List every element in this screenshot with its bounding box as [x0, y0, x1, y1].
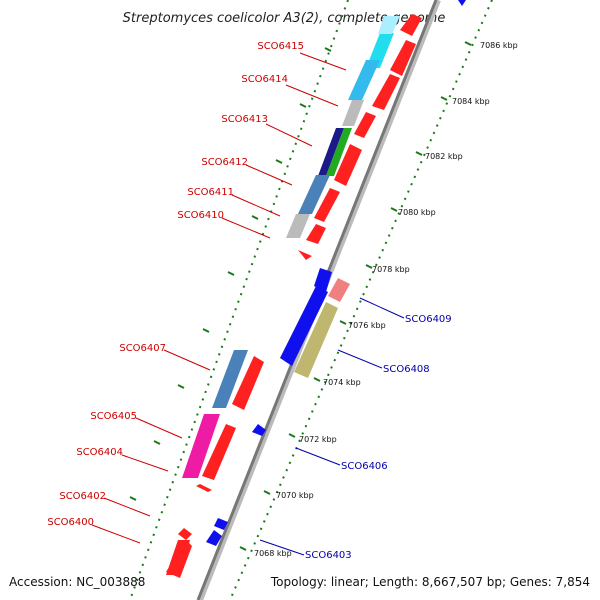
gene-label-sco6412[interactable]: SCO6412 [201, 157, 248, 168]
ruler-label: 7084 kbp [452, 97, 490, 106]
gene-arrow[interactable] [202, 424, 236, 480]
gene-label-sco6413[interactable]: SCO6413 [221, 114, 268, 125]
ruler-label: 7078 kbp [372, 265, 410, 274]
gene-sco6403b[interactable] [206, 530, 222, 546]
gene-sco6411[interactable] [298, 175, 330, 214]
gene-sco6415[interactable] [366, 33, 394, 68]
gene-arrow[interactable] [334, 144, 362, 186]
gene-label-sco6406[interactable]: SCO6406 [341, 461, 388, 472]
ruler-label: 7080 kbp [398, 208, 436, 217]
gene-label-sco6408[interactable]: SCO6408 [383, 364, 430, 375]
ruler-label: 7068 kbp [254, 549, 292, 558]
gene-arrow[interactable] [166, 540, 192, 578]
accession-text: Accession: NC_003888 [9, 575, 146, 589]
gene-label-sco6414[interactable]: SCO6414 [241, 74, 288, 85]
gene-label-sco6400[interactable]: SCO6400 [47, 517, 94, 528]
gene-arrow[interactable] [314, 188, 340, 222]
gene-labels: SCO6415 SCO6414 SCO6413 SCO6412 SCO6411 … [47, 41, 451, 561]
genome-title: Streptomyces coelicolor A3(2), complete … [123, 11, 446, 26]
gene-sco6413[interactable] [318, 128, 344, 176]
gene-sco6407[interactable] [212, 350, 248, 408]
gene-arrow[interactable] [400, 14, 422, 36]
ruler-label: 7072 kbp [299, 435, 337, 444]
gene-sco6414b[interactable] [342, 100, 364, 126]
ruler-label: 7086 kbp [480, 41, 518, 50]
gene-sco6408[interactable] [294, 302, 338, 378]
gene-sco6410[interactable] [286, 214, 310, 238]
ruler-label: 7070 kbp [276, 491, 314, 500]
ruler-ticks [239, 41, 472, 551]
gene-blue-large[interactable] [280, 286, 328, 366]
gene-small-red[interactable] [196, 484, 212, 492]
ruler-ticks-left [129, 47, 332, 501]
gene-features-right [206, 0, 466, 546]
gene-arrow-small[interactable] [298, 250, 312, 260]
gene-label-sco6409[interactable]: SCO6409 [405, 314, 452, 325]
ruler-right-dotted [229, 0, 493, 600]
gene-sco6406[interactable] [252, 424, 266, 436]
gene-label-sco6404[interactable]: SCO6404 [76, 447, 123, 458]
ruler-label: 7074 kbp [323, 378, 361, 387]
gene-sco6403a[interactable] [214, 518, 228, 530]
gene-sco6414[interactable] [348, 60, 380, 100]
gene-label-sco6407[interactable]: SCO6407 [119, 343, 166, 354]
gene-arrow[interactable] [232, 356, 264, 410]
gene-sco6405[interactable] [182, 414, 220, 478]
gene-sco6409-pink[interactable] [328, 278, 350, 302]
ruler-label: 7076 kbp [348, 321, 386, 330]
ruler-label: 7082 kbp [425, 152, 463, 161]
label-leader-lines [91, 52, 405, 556]
gene-sco6413b[interactable] [326, 128, 352, 176]
gene-top-cyan[interactable] [378, 16, 400, 34]
gene-blue-arrow[interactable] [314, 268, 332, 292]
gene-arrow[interactable] [306, 224, 326, 244]
gene-label-sco6410[interactable]: SCO6410 [177, 210, 224, 221]
gene-label-sco6402[interactable]: SCO6402 [59, 491, 106, 502]
gene-label-sco6403[interactable]: SCO6403 [305, 550, 352, 561]
gene-arrow[interactable] [372, 74, 400, 110]
gene-label-sco6411[interactable]: SCO6411 [187, 187, 234, 198]
gene-features-forward [166, 14, 422, 578]
genome-summary-text: Topology: linear; Length: 8,667,507 bp; … [270, 575, 590, 589]
gene-arrow[interactable] [178, 528, 192, 540]
gene-arrow[interactable] [390, 40, 416, 76]
gene-label-sco6405[interactable]: SCO6405 [90, 411, 137, 422]
gene-label-sco6415[interactable]: SCO6415 [257, 41, 304, 52]
gene-arrow[interactable] [354, 112, 376, 138]
gene-top-blue[interactable] [458, 0, 466, 6]
